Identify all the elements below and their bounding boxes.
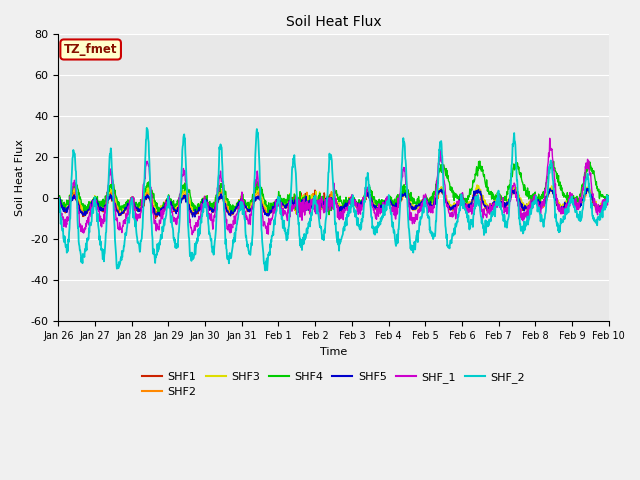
Title: Soil Heat Flux: Soil Heat Flux <box>285 15 381 29</box>
SHF\_2 <box>239 211 246 217</box>
SHF2 <box>540 202 548 208</box>
SHF3 <box>605 195 612 201</box>
SHF2 <box>419 198 427 204</box>
Line: SHF\_1: SHF\_1 <box>58 138 609 235</box>
SHF4 <box>419 197 427 203</box>
SHF3 <box>540 200 548 206</box>
SHF\_2 <box>164 204 172 210</box>
SHF2 <box>54 194 62 200</box>
SHF\_2 <box>177 181 185 187</box>
SHF1 <box>605 197 612 203</box>
SHF5 <box>164 196 172 202</box>
SHF4 <box>164 195 172 201</box>
SHF\_2 <box>605 198 612 204</box>
SHF5 <box>605 194 612 200</box>
SHF3 <box>54 197 62 203</box>
SHF\_2 <box>492 203 499 208</box>
SHF2 <box>605 196 612 202</box>
SHF2 <box>239 196 246 202</box>
SHF4 <box>605 195 612 201</box>
SHF4 <box>492 192 499 198</box>
SHF\_2 <box>420 210 428 216</box>
SHF\_2 <box>540 220 548 226</box>
SHF\_1 <box>177 186 184 192</box>
Y-axis label: Soil Heat Flux: Soil Heat Flux <box>15 139 25 216</box>
SHF1 <box>177 200 185 205</box>
SHF3 <box>492 196 499 202</box>
SHF\_2 <box>143 125 150 131</box>
SHF3 <box>239 195 246 201</box>
SHF4 <box>177 191 184 197</box>
SHF2 <box>164 197 172 203</box>
Line: SHF4: SHF4 <box>58 161 609 215</box>
Line: SHF1: SHF1 <box>58 187 609 218</box>
Line: SHF2: SHF2 <box>58 187 609 215</box>
SHF1 <box>540 202 548 207</box>
SHF1 <box>239 198 246 204</box>
Line: SHF3: SHF3 <box>58 185 609 215</box>
X-axis label: Time: Time <box>320 347 347 357</box>
SHF3 <box>419 198 427 204</box>
SHF1 <box>419 198 427 204</box>
SHF5 <box>54 196 62 202</box>
SHF5 <box>540 202 547 208</box>
SHF5 <box>239 199 246 204</box>
SHF5 <box>191 214 199 220</box>
SHF2 <box>492 198 499 204</box>
Line: SHF5: SHF5 <box>58 188 609 217</box>
SHF\_1 <box>546 135 554 141</box>
SHF\_1 <box>605 196 612 202</box>
SHF4 <box>325 212 333 217</box>
SHF4 <box>239 199 246 205</box>
SHF3 <box>473 182 481 188</box>
SHF\_1 <box>540 203 547 208</box>
SHF4 <box>540 192 548 197</box>
SHF3 <box>164 196 172 202</box>
SHF1 <box>492 199 499 205</box>
SHF4 <box>54 195 62 201</box>
SHF5 <box>492 200 499 206</box>
Legend: SHF1, SHF2, SHF3, SHF4, SHF5, SHF_1, SHF_2: SHF1, SHF2, SHF3, SHF4, SHF5, SHF_1, SHF… <box>138 367 529 402</box>
SHF3 <box>325 212 333 217</box>
SHF\_2 <box>54 199 62 204</box>
SHF1 <box>438 184 445 190</box>
SHF\_2 <box>261 267 269 273</box>
SHF3 <box>177 194 184 200</box>
SHF\_1 <box>188 232 196 238</box>
SHF1 <box>164 194 172 200</box>
SHF1 <box>152 216 159 221</box>
Line: SHF\_2: SHF\_2 <box>58 128 609 270</box>
SHF\_1 <box>164 202 172 207</box>
SHF1 <box>54 198 62 204</box>
SHF5 <box>177 200 184 206</box>
SHF\_1 <box>239 198 246 204</box>
SHF\_1 <box>419 196 427 202</box>
SHF4 <box>476 158 484 164</box>
Text: TZ_fmet: TZ_fmet <box>64 43 117 56</box>
SHF\_1 <box>492 200 499 206</box>
SHF2 <box>474 184 482 190</box>
SHF2 <box>227 212 234 218</box>
SHF5 <box>419 197 427 203</box>
SHF5 <box>584 185 591 191</box>
SHF\_1 <box>54 195 62 201</box>
SHF2 <box>177 195 184 201</box>
